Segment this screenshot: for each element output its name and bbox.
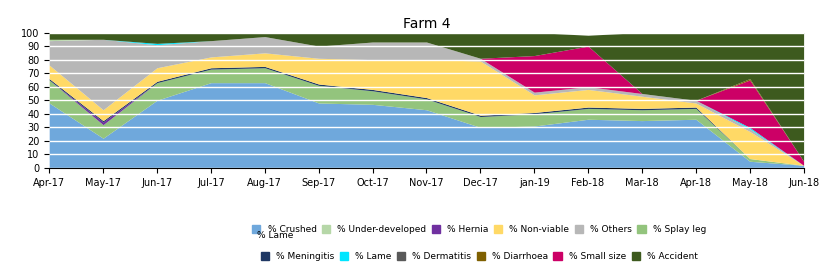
Legend: % Meningitis, % Lame, % Dermatitis, % Diarrhoea, % Small size, % Accident: % Meningitis, % Lame, % Dermatitis, % Di… — [260, 252, 697, 261]
Title: Farm 4: Farm 4 — [402, 17, 450, 31]
Text: % Lame: % Lame — [256, 231, 292, 240]
